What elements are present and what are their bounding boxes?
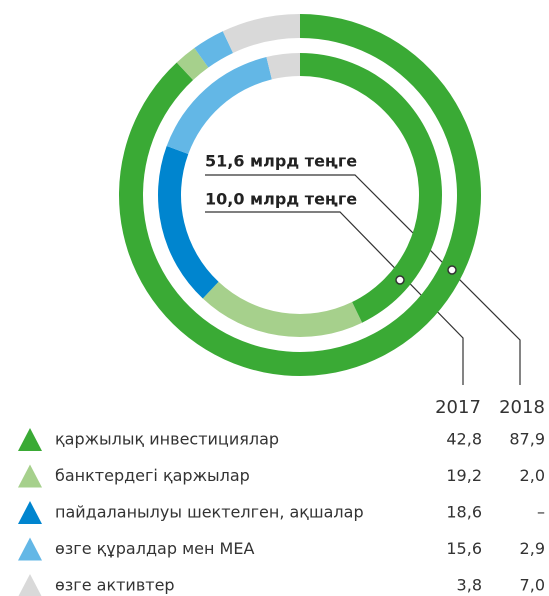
legend-label: пайдаланылуы шектелген, ақшалар bbox=[55, 503, 364, 522]
annotation: 51,6 млрд теңге bbox=[205, 152, 357, 171]
leader-dot bbox=[395, 275, 405, 285]
value-label: 3,8 bbox=[457, 576, 482, 595]
donut-segment bbox=[222, 14, 300, 54]
value-label: 19,2 bbox=[446, 466, 482, 485]
legend-marker bbox=[18, 574, 42, 596]
donut-segment bbox=[158, 146, 219, 299]
donut-segment bbox=[176, 48, 209, 81]
legend-marker bbox=[18, 537, 42, 561]
legend-marker bbox=[18, 428, 42, 451]
leader-2018 bbox=[205, 174, 521, 385]
donut-segment bbox=[202, 281, 363, 337]
value-label: 2,0 bbox=[520, 466, 545, 485]
legend-label: қаржылық инвестициялар bbox=[55, 430, 279, 449]
donut-segment bbox=[266, 53, 300, 80]
value-label: 42,8 bbox=[446, 430, 482, 449]
legend-label: өзге активтер bbox=[55, 576, 175, 595]
value-label: 18,6 bbox=[446, 503, 482, 522]
value-label: 87,9 bbox=[509, 430, 545, 449]
annotation: 10,0 млрд теңге bbox=[205, 190, 357, 209]
value-label: 15,6 bbox=[446, 539, 482, 558]
column-header: 2017 bbox=[435, 397, 481, 418]
donut-segment bbox=[300, 53, 442, 323]
donut-segment bbox=[194, 31, 234, 68]
value-label: – bbox=[537, 503, 545, 522]
value-label: 2,9 bbox=[520, 539, 545, 558]
legend-marker bbox=[18, 501, 42, 524]
leader-dot bbox=[447, 265, 457, 275]
column-header: 2018 bbox=[499, 397, 545, 418]
value-label: 7,0 bbox=[520, 576, 545, 595]
legend-label: банктердегі қаржылар bbox=[55, 466, 250, 485]
donut-segment bbox=[166, 57, 272, 154]
legend-marker bbox=[18, 464, 42, 488]
legend-label: өзге құралдар мен МЕА bbox=[55, 539, 254, 558]
